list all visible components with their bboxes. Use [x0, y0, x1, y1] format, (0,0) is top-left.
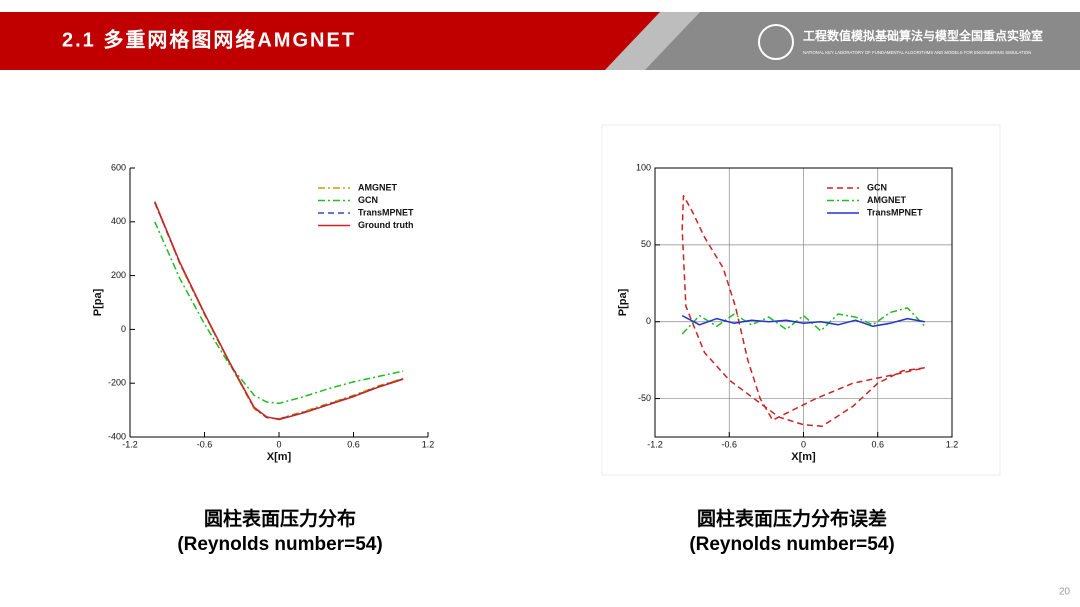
x-axis-label: X[m]	[267, 451, 292, 463]
lab-logo	[758, 24, 794, 60]
x-tick-label: -1.2	[647, 439, 663, 449]
y-tick-label: -200	[108, 378, 126, 388]
header-gray-band	[610, 12, 1080, 70]
header-band	[0, 12, 665, 70]
series-line	[681, 194, 925, 427]
x-axis-label: X[m]	[791, 451, 816, 463]
x-tick-label: 0	[801, 439, 806, 449]
series-line	[681, 314, 925, 328]
y-tick-label: 0	[121, 324, 126, 334]
series-line	[154, 221, 404, 405]
y-tick-label: 100	[636, 162, 651, 172]
slide-title: 2.1 多重网格图网络AMGNET	[62, 27, 356, 51]
series-line	[154, 202, 404, 420]
chart-panel	[601, 124, 1001, 476]
lab-name-en: NATIONAL KEY LABORATORY OF FUNDAMENTAL A…	[803, 50, 1031, 55]
y-tick-label: -50	[638, 393, 651, 403]
series-line	[154, 202, 404, 420]
x-tick-label: 1.2	[946, 439, 959, 449]
legend-label: GCN	[358, 195, 378, 205]
x-tick-label: 0.6	[871, 439, 884, 449]
legend-label: AMGNET	[358, 182, 397, 192]
y-tick-label: 50	[641, 239, 651, 249]
x-tick-label: 0.6	[347, 439, 360, 449]
lab-name: 工程数值模拟基础算法与模型全国重点实验室	[803, 28, 1043, 43]
y-tick-label: 600	[111, 162, 126, 172]
legend-label: Ground truth	[358, 220, 414, 230]
caption: (Reynolds number=54)	[177, 534, 382, 555]
y-axis-label: P[pa]	[617, 288, 629, 316]
series-line	[154, 201, 404, 421]
header-stripe	[605, 12, 700, 70]
x-tick-label: -0.6	[721, 439, 737, 449]
legend-label: GCN	[867, 182, 887, 192]
y-tick-label: -400	[108, 431, 126, 441]
legend-label: AMGNET	[867, 195, 906, 205]
legend-label: TransMPNET	[867, 207, 923, 217]
caption: 圆柱表面压力分布	[204, 507, 356, 530]
y-axis-label: P[pa]	[92, 288, 104, 316]
x-tick-label: -1.2	[122, 439, 138, 449]
x-tick-label: 0	[276, 439, 281, 449]
plot-frame	[654, 167, 953, 438]
y-tick-label: 0	[646, 316, 651, 326]
x-tick-label: 1.2	[422, 439, 435, 449]
page-number: 20	[1059, 587, 1071, 598]
caption: 圆柱表面压力分布误差	[697, 507, 887, 530]
y-tick-label: 200	[111, 270, 126, 280]
caption: (Reynolds number=54)	[689, 534, 894, 555]
y-tick-label: 400	[111, 216, 126, 226]
x-tick-label: -0.6	[197, 439, 213, 449]
legend-label: TransMPNET	[358, 207, 414, 217]
